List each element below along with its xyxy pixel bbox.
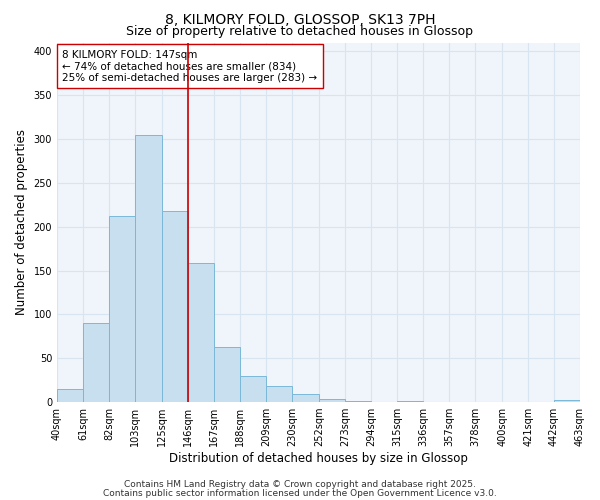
Text: 8, KILMORY FOLD, GLOSSOP, SK13 7PH: 8, KILMORY FOLD, GLOSSOP, SK13 7PH xyxy=(165,12,435,26)
Bar xyxy=(345,401,371,402)
Bar xyxy=(109,216,135,402)
X-axis label: Distribution of detached houses by size in Glossop: Distribution of detached houses by size … xyxy=(169,452,468,465)
Bar xyxy=(240,376,266,402)
Bar xyxy=(83,323,109,402)
Bar xyxy=(266,386,292,402)
Bar xyxy=(162,211,188,402)
Text: Size of property relative to detached houses in Glossop: Size of property relative to detached ho… xyxy=(127,25,473,38)
Bar xyxy=(135,134,162,402)
Bar xyxy=(188,262,214,402)
Bar xyxy=(397,401,423,402)
Bar xyxy=(319,400,345,402)
Text: Contains HM Land Registry data © Crown copyright and database right 2025.: Contains HM Land Registry data © Crown c… xyxy=(124,480,476,489)
Bar xyxy=(57,389,83,402)
Text: Contains public sector information licensed under the Open Government Licence v3: Contains public sector information licen… xyxy=(103,488,497,498)
Bar xyxy=(292,394,319,402)
Bar xyxy=(554,400,580,402)
Text: 8 KILMORY FOLD: 147sqm
← 74% of detached houses are smaller (834)
25% of semi-de: 8 KILMORY FOLD: 147sqm ← 74% of detached… xyxy=(62,50,317,83)
Y-axis label: Number of detached properties: Number of detached properties xyxy=(15,130,28,316)
Bar xyxy=(214,347,240,402)
